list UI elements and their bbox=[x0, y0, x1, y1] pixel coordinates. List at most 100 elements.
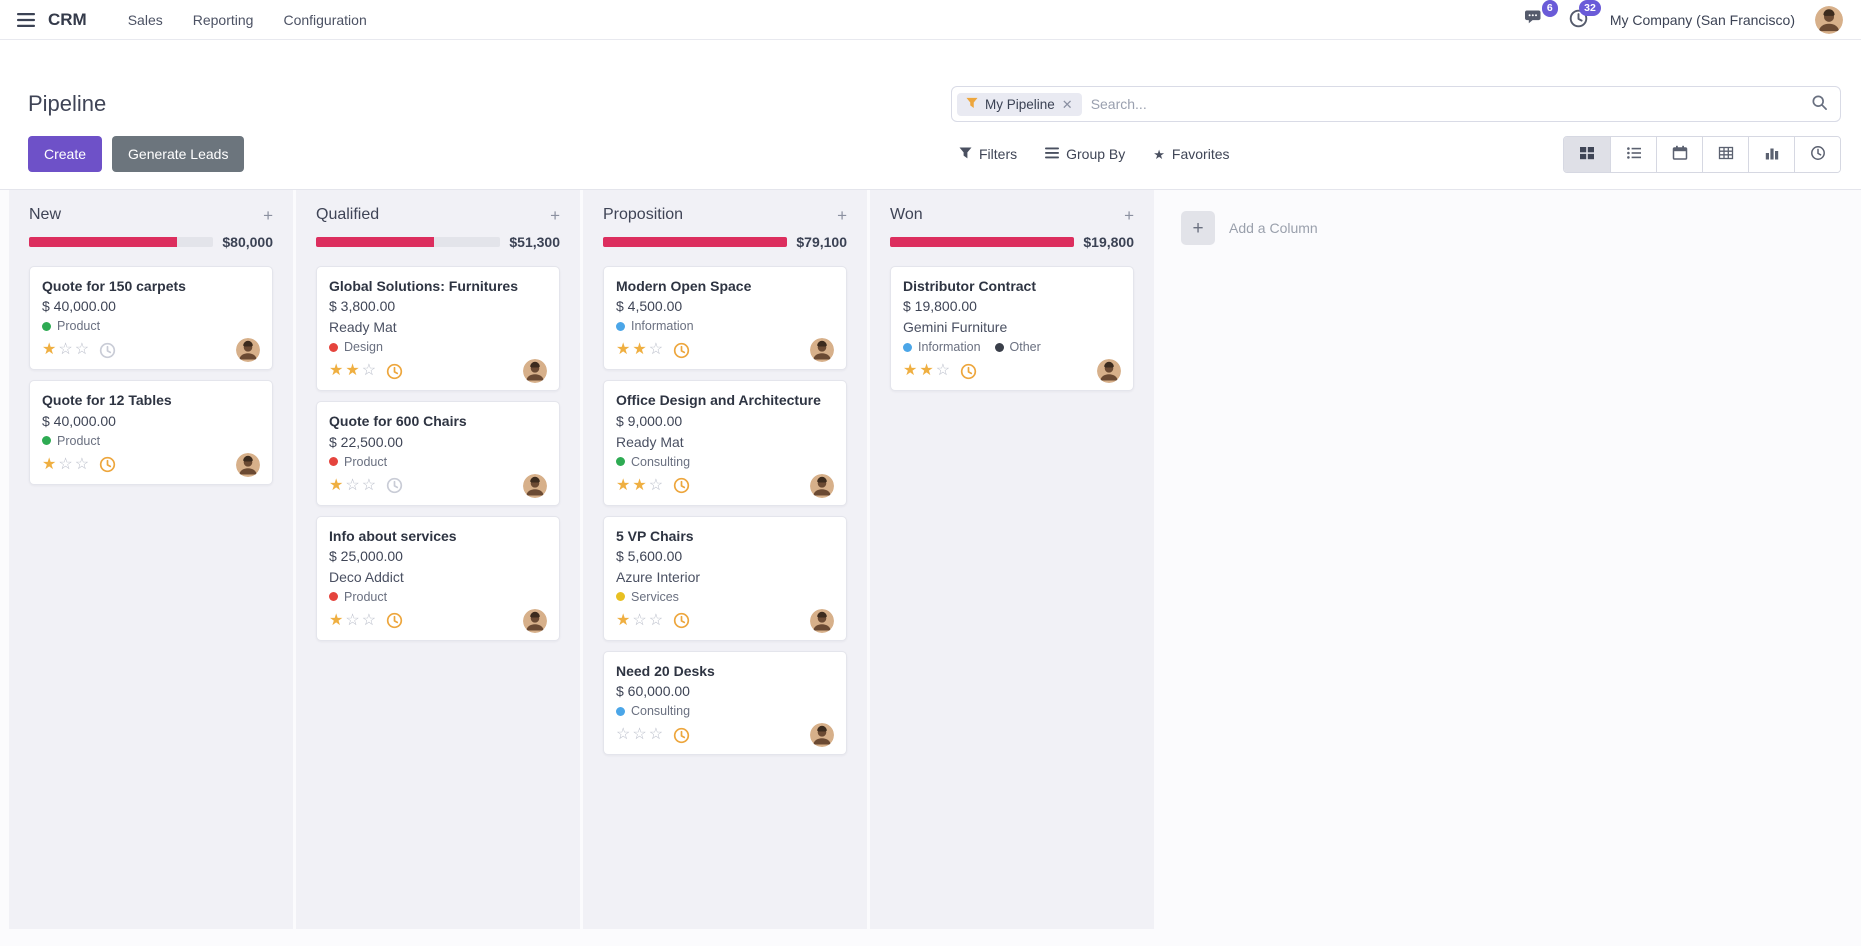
activity-clock-icon[interactable] bbox=[99, 456, 116, 473]
app-name[interactable]: CRM bbox=[48, 9, 87, 29]
list-view-button[interactable] bbox=[1610, 136, 1656, 172]
star-filled-icon[interactable]: ★ bbox=[616, 476, 631, 494]
generate-leads-button[interactable]: Generate Leads bbox=[112, 135, 245, 173]
star-empty-icon[interactable]: ☆ bbox=[58, 455, 73, 473]
column-title[interactable]: Qualified bbox=[316, 206, 380, 223]
star-filled-icon[interactable]: ★ bbox=[632, 476, 647, 494]
salesperson-avatar[interactable] bbox=[810, 338, 834, 363]
kanban-view-button[interactable] bbox=[1564, 136, 1610, 172]
salesperson-avatar[interactable] bbox=[1097, 359, 1121, 384]
card-priority-stars[interactable]: ★ ★ ☆ bbox=[903, 363, 950, 379]
favorites-button[interactable]: ★ Favorites bbox=[1153, 146, 1230, 162]
user-avatar[interactable] bbox=[1815, 5, 1843, 34]
star-empty-icon[interactable]: ☆ bbox=[648, 726, 664, 744]
card-priority-stars[interactable]: ★ ★ ☆ bbox=[616, 476, 664, 494]
calendar-view-button[interactable] bbox=[1656, 136, 1702, 172]
star-filled-icon[interactable]: ★ bbox=[616, 611, 631, 629]
star-empty-icon[interactable]: ☆ bbox=[58, 341, 73, 359]
pivot-view-button[interactable] bbox=[1702, 136, 1748, 172]
column-progressbar[interactable] bbox=[316, 237, 501, 247]
kanban-card[interactable]: Need 20 Desks $ 60,000.00 Consulting ☆ ☆ ☆ bbox=[603, 650, 847, 756]
card-priority-stars[interactable]: ★ ☆ ☆ bbox=[42, 342, 89, 358]
menu-item-sales[interactable]: Sales bbox=[127, 11, 163, 28]
star-empty-icon[interactable]: ☆ bbox=[74, 341, 90, 359]
kanban-card[interactable]: Info about services $ 25,000.00 Deco Add… bbox=[316, 515, 560, 641]
graph-view-button[interactable] bbox=[1748, 136, 1794, 172]
activity-clock-icon[interactable] bbox=[673, 727, 690, 744]
star-empty-icon[interactable]: ☆ bbox=[648, 611, 664, 629]
star-empty-icon[interactable]: ☆ bbox=[648, 476, 664, 494]
card-priority-stars[interactable]: ★ ☆ ☆ bbox=[616, 611, 664, 629]
salesperson-avatar[interactable] bbox=[236, 338, 260, 363]
column-progressbar[interactable] bbox=[890, 237, 1075, 247]
add-column-button[interactable]: + Add a Column bbox=[1181, 211, 1318, 245]
star-filled-icon[interactable]: ★ bbox=[42, 341, 57, 359]
card-priority-stars[interactable]: ★ ☆ ☆ bbox=[329, 611, 377, 629]
star-filled-icon[interactable]: ★ bbox=[329, 476, 344, 494]
menu-item-configuration[interactable]: Configuration bbox=[283, 11, 367, 28]
star-empty-icon[interactable]: ☆ bbox=[361, 476, 377, 494]
salesperson-avatar[interactable] bbox=[810, 473, 834, 498]
star-empty-icon[interactable]: ☆ bbox=[648, 341, 664, 359]
column-quick-create-icon[interactable]: + bbox=[550, 205, 560, 225]
card-priority-stars[interactable]: ★ ☆ ☆ bbox=[329, 476, 377, 494]
star-empty-icon[interactable]: ☆ bbox=[345, 611, 360, 629]
column-title[interactable]: New bbox=[29, 206, 62, 223]
kanban-card[interactable]: 5 VP Chairs $ 5,600.00 Azure Interior Se… bbox=[603, 515, 847, 641]
menu-item-reporting[interactable]: Reporting bbox=[192, 11, 254, 28]
star-filled-icon[interactable]: ★ bbox=[329, 611, 344, 629]
kanban-card[interactable]: Modern Open Space $ 4,500.00 Information… bbox=[603, 266, 847, 371]
add-column-plus-icon[interactable]: + bbox=[1181, 211, 1215, 245]
star-empty-icon[interactable]: ☆ bbox=[616, 726, 631, 744]
salesperson-avatar[interactable] bbox=[810, 608, 834, 633]
activity-clock-icon[interactable] bbox=[386, 612, 403, 629]
activity-clock-icon[interactable] bbox=[673, 477, 690, 494]
star-empty-icon[interactable]: ☆ bbox=[632, 726, 647, 744]
column-progressbar[interactable] bbox=[603, 237, 788, 247]
group-by-button[interactable]: Group By bbox=[1045, 146, 1125, 162]
messages-button[interactable]: 6 bbox=[1522, 0, 1558, 32]
kanban-card[interactable]: Distributor Contract $ 19,800.00 Gemini … bbox=[890, 266, 1134, 392]
activity-clock-icon[interactable] bbox=[960, 363, 977, 380]
column-quick-create-icon[interactable]: + bbox=[263, 205, 273, 225]
filters-button[interactable]: Filters bbox=[959, 146, 1017, 162]
star-filled-icon[interactable]: ★ bbox=[42, 455, 57, 473]
card-priority-stars[interactable]: ☆ ☆ ☆ bbox=[616, 727, 663, 743]
activity-clock-icon[interactable] bbox=[673, 612, 690, 629]
facet-remove-icon[interactable]: ✕ bbox=[1061, 96, 1073, 112]
card-priority-stars[interactable]: ★ ★ ☆ bbox=[616, 342, 663, 358]
activity-clock-icon[interactable] bbox=[99, 342, 116, 359]
star-empty-icon[interactable]: ☆ bbox=[345, 476, 360, 494]
salesperson-avatar[interactable] bbox=[810, 723, 834, 748]
activity-clock-icon[interactable] bbox=[386, 363, 403, 380]
card-priority-stars[interactable]: ★ ☆ ☆ bbox=[42, 455, 90, 473]
star-filled-icon[interactable]: ★ bbox=[329, 362, 344, 380]
star-filled-icon[interactable]: ★ bbox=[903, 362, 918, 380]
kanban-card[interactable]: Quote for 12 Tables $ 40,000.00 Product … bbox=[29, 380, 273, 485]
column-title[interactable]: Proposition bbox=[603, 206, 684, 223]
kanban-card[interactable]: Quote for 600 Chairs $ 22,500.00 Product… bbox=[316, 401, 560, 506]
kanban-card[interactable]: Office Design and Architecture $ 9,000.0… bbox=[603, 380, 847, 506]
column-quick-create-icon[interactable]: + bbox=[837, 205, 847, 225]
star-empty-icon[interactable]: ☆ bbox=[632, 611, 647, 629]
star-empty-icon[interactable]: ☆ bbox=[74, 455, 90, 473]
apps-menu-icon[interactable] bbox=[8, 0, 44, 40]
star-empty-icon[interactable]: ☆ bbox=[361, 362, 377, 380]
salesperson-avatar[interactable] bbox=[523, 608, 547, 633]
star-filled-icon[interactable]: ★ bbox=[632, 341, 647, 359]
search-icon[interactable] bbox=[1811, 94, 1828, 114]
column-progressbar[interactable] bbox=[29, 237, 214, 247]
card-priority-stars[interactable]: ★ ★ ☆ bbox=[329, 363, 376, 379]
kanban-card[interactable]: Global Solutions: Furnitures $ 3,800.00 … bbox=[316, 266, 560, 392]
star-filled-icon[interactable]: ★ bbox=[919, 362, 934, 380]
column-quick-create-icon[interactable]: + bbox=[1124, 205, 1134, 225]
create-button[interactable]: Create bbox=[28, 135, 103, 173]
activity-clock-icon[interactable] bbox=[673, 342, 690, 359]
activity-view-button[interactable] bbox=[1794, 136, 1840, 172]
company-switcher[interactable]: My Company (San Francisco) bbox=[1609, 11, 1795, 28]
star-empty-icon[interactable]: ☆ bbox=[361, 611, 377, 629]
star-filled-icon[interactable]: ★ bbox=[345, 362, 360, 380]
search-input[interactable] bbox=[1090, 96, 1802, 112]
kanban-card[interactable]: Quote for 150 carpets $ 40,000.00 Produc… bbox=[29, 266, 273, 371]
activities-button[interactable]: 32 bbox=[1567, 0, 1601, 33]
